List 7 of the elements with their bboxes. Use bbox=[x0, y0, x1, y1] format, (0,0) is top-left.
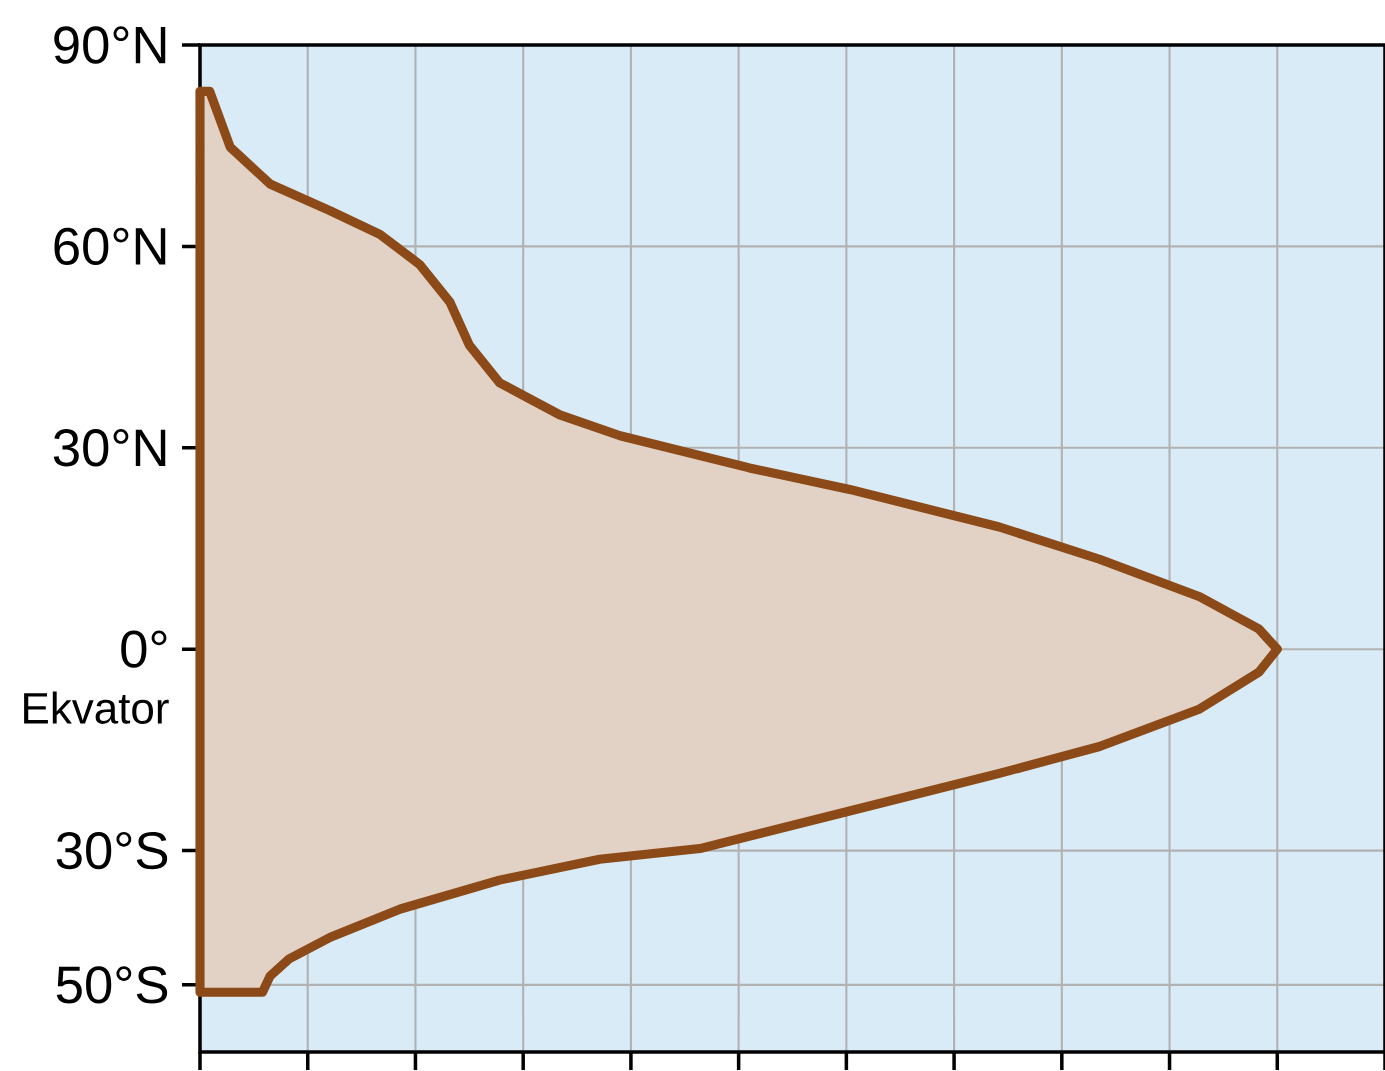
y-tick-label: 0° bbox=[121, 630, 167, 668]
y-tick-label: 90°N bbox=[54, 26, 166, 64]
y-tick-label: 60°N bbox=[54, 227, 166, 266]
y-tick-label: 30°S bbox=[56, 831, 168, 870]
text: Ekvator bbox=[24, 691, 169, 724]
y-tick-label: 30°N bbox=[53, 429, 166, 467]
y-tick-label: 50°S bbox=[56, 966, 168, 1004]
